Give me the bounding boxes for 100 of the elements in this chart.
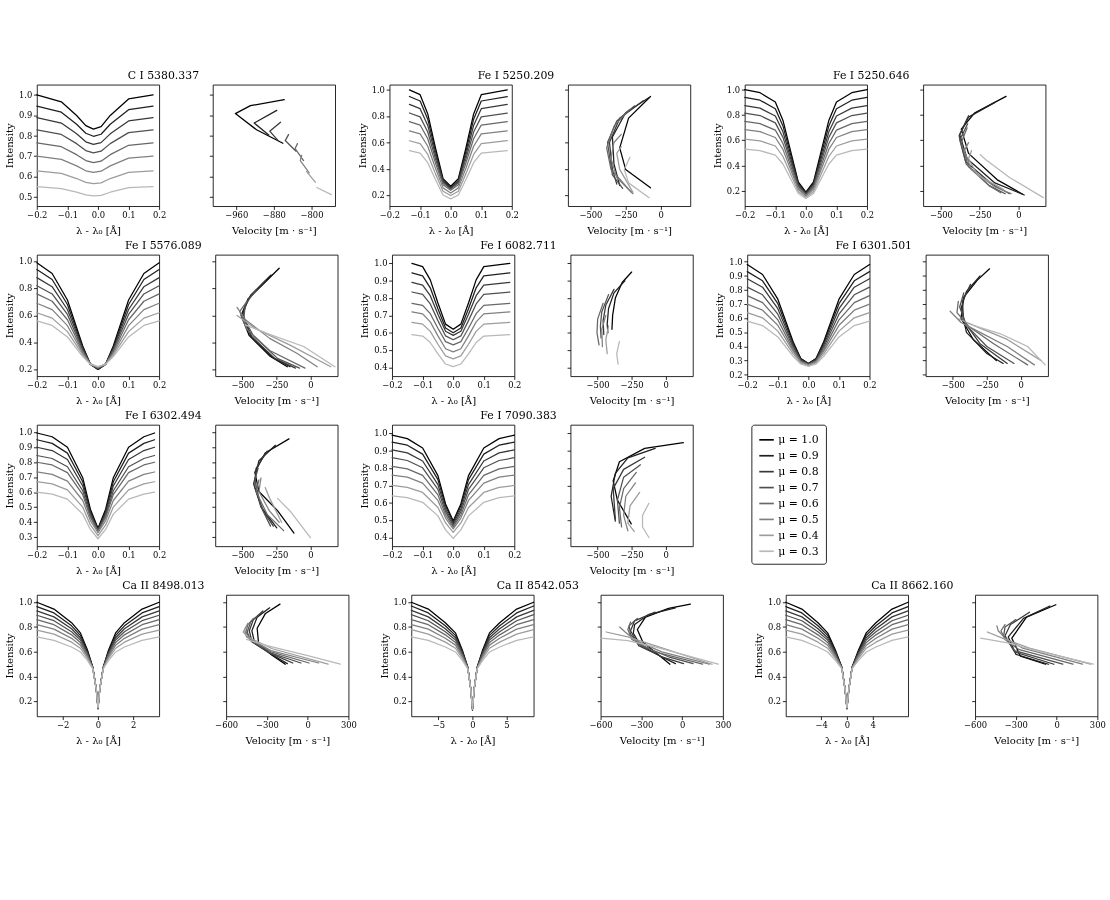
x-tick-label: 0 [308,550,314,561]
x-tick-label: 0 [1054,720,1060,731]
x-tick-label: −0.2 [379,210,401,221]
x-tick-label: −250 [614,210,638,221]
y-tick-label: 0.8 [18,283,33,294]
x-tick-label: 0.2 [508,550,522,561]
y-tick-label: 1.0 [726,84,741,95]
x-tick-label: 0 [305,720,311,731]
x-tick-label: −600 [215,720,239,731]
legend-label: μ = 1.0 [778,433,819,447]
y-tick-label: 0.3 [18,532,33,543]
legend-label: μ = 0.5 [778,512,819,526]
y-tick-label: 1.0 [393,597,407,608]
x-axis-title: λ - λ₀ [Å] [428,225,474,237]
x-tick-label: 0 [95,720,102,731]
y-tick-label: 0.9 [18,110,33,121]
legend-label: μ = 0.4 [778,528,819,542]
x-tick-label: −0.2 [737,380,758,391]
y-tick-label: 1.0 [374,428,388,439]
chart-title: Ca II 8662.160 [871,578,954,592]
x-tick-label: −300 [255,720,279,731]
x-tick-label: −0.1 [765,210,786,221]
y-tick-label: 1.0 [18,427,33,438]
y-tick-label: 0.6 [371,137,385,148]
y-tick-label: 1.0 [371,84,385,95]
y-tick-label: 0.5 [18,191,33,202]
chart-title: Fe I 5250.646 [833,68,910,82]
chart-title: Ca II 8498.013 [122,578,205,592]
y-tick-label: 0.4 [374,532,388,543]
chart-title: Fe I 6082.711 [480,238,557,252]
x-axis-title: λ - λ₀ [Å] [431,395,477,407]
x-tick-label: 0.0 [446,550,461,561]
x-axis-title: λ - λ₀ [Å] [76,395,121,407]
chart-title: Fe I 5576.089 [125,238,202,252]
y-tick-label: 0.9 [18,442,33,453]
chart-title: Fe I 7090.383 [480,408,557,422]
y-tick-label: 0.9 [374,275,388,286]
y-tick-label: 0.6 [18,171,33,182]
x-tick-label: −0.1 [57,380,79,391]
y-axis-title: Intensity [378,633,390,679]
y-tick-label: 0.6 [374,327,388,338]
x-axis-title: λ - λ₀ [Å] [76,565,121,577]
x-tick-label: −250 [265,380,289,391]
y-axis-title: Intensity [4,293,16,339]
x-tick-label: 0.0 [802,380,816,391]
x-axis-title: Velocity [m · s⁻¹] [230,225,317,237]
y-tick-label: 0.7 [18,151,33,162]
y-tick-label: 0.8 [374,293,388,304]
y-tick-label: 0.7 [374,480,388,491]
y-tick-label: 0.4 [18,671,33,682]
y-tick-label: 0.9 [374,445,388,456]
chart-title: Fe I 6301.501 [835,238,913,252]
x-tick-label: 0 [308,380,314,391]
y-tick-label: 0.2 [18,696,33,707]
x-tick-label: 300 [340,720,357,731]
y-tick-label: 0.8 [726,109,741,120]
y-tick-label: 0.6 [729,313,743,324]
y-tick-label: 1.0 [18,256,33,267]
y-tick-label: 0.8 [371,111,385,122]
x-tick-label: 5 [504,720,510,731]
y-tick-label: 0.2 [371,190,385,201]
x-tick-label: 0.1 [122,550,136,561]
y-axis-title: Intensity [4,122,16,169]
x-axis-title: λ - λ₀ [Å] [783,225,829,237]
x-axis-title: Velocity [m · s⁻¹] [588,395,675,407]
x-tick-label: 0.1 [832,380,847,391]
x-tick-label: −0.2 [27,380,48,391]
x-tick-label: 0.2 [863,380,877,391]
x-tick-label: 0.2 [152,210,167,221]
y-tick-label: 0.2 [729,369,743,380]
x-tick-label: 0.2 [152,550,167,561]
y-tick-label: 0.4 [393,671,407,682]
x-tick-label: −800 [300,210,324,221]
y-tick-label: 0.8 [18,621,33,632]
x-tick-label: −2 [57,720,70,731]
x-axis-title: Velocity [m · s⁻¹] [618,735,705,747]
x-tick-label: 4 [870,720,876,731]
x-tick-label: −500 [929,210,953,221]
x-axis-title: Velocity [m · s⁻¹] [233,565,320,577]
legend-label: μ = 0.8 [778,465,819,479]
y-tick-label: 0.5 [18,502,33,513]
x-tick-label: −5 [432,720,446,731]
y-tick-label: 0.4 [767,671,782,682]
x-tick-label: −0.1 [57,550,79,561]
x-tick-label: −250 [620,380,644,391]
x-tick-label: −960 [225,210,249,221]
x-tick-label: −300 [630,720,654,731]
chart-title: Fe I 6302.494 [125,408,202,422]
y-tick-label: 0.6 [374,497,388,508]
x-tick-label: −0.1 [768,380,789,391]
y-axis-title: Intensity [359,463,371,509]
y-tick-label: 0.8 [729,284,743,295]
x-tick-label: −500 [586,550,610,561]
y-tick-label: 1.0 [18,597,33,608]
y-tick-label: 0.4 [371,164,385,175]
x-tick-label: 0.0 [446,380,461,391]
x-axis-title: Velocity [m · s⁻¹] [233,395,320,407]
x-tick-label: 0.0 [91,210,106,221]
x-tick-label: 0.0 [444,210,458,221]
x-tick-label: 0.1 [477,550,491,561]
